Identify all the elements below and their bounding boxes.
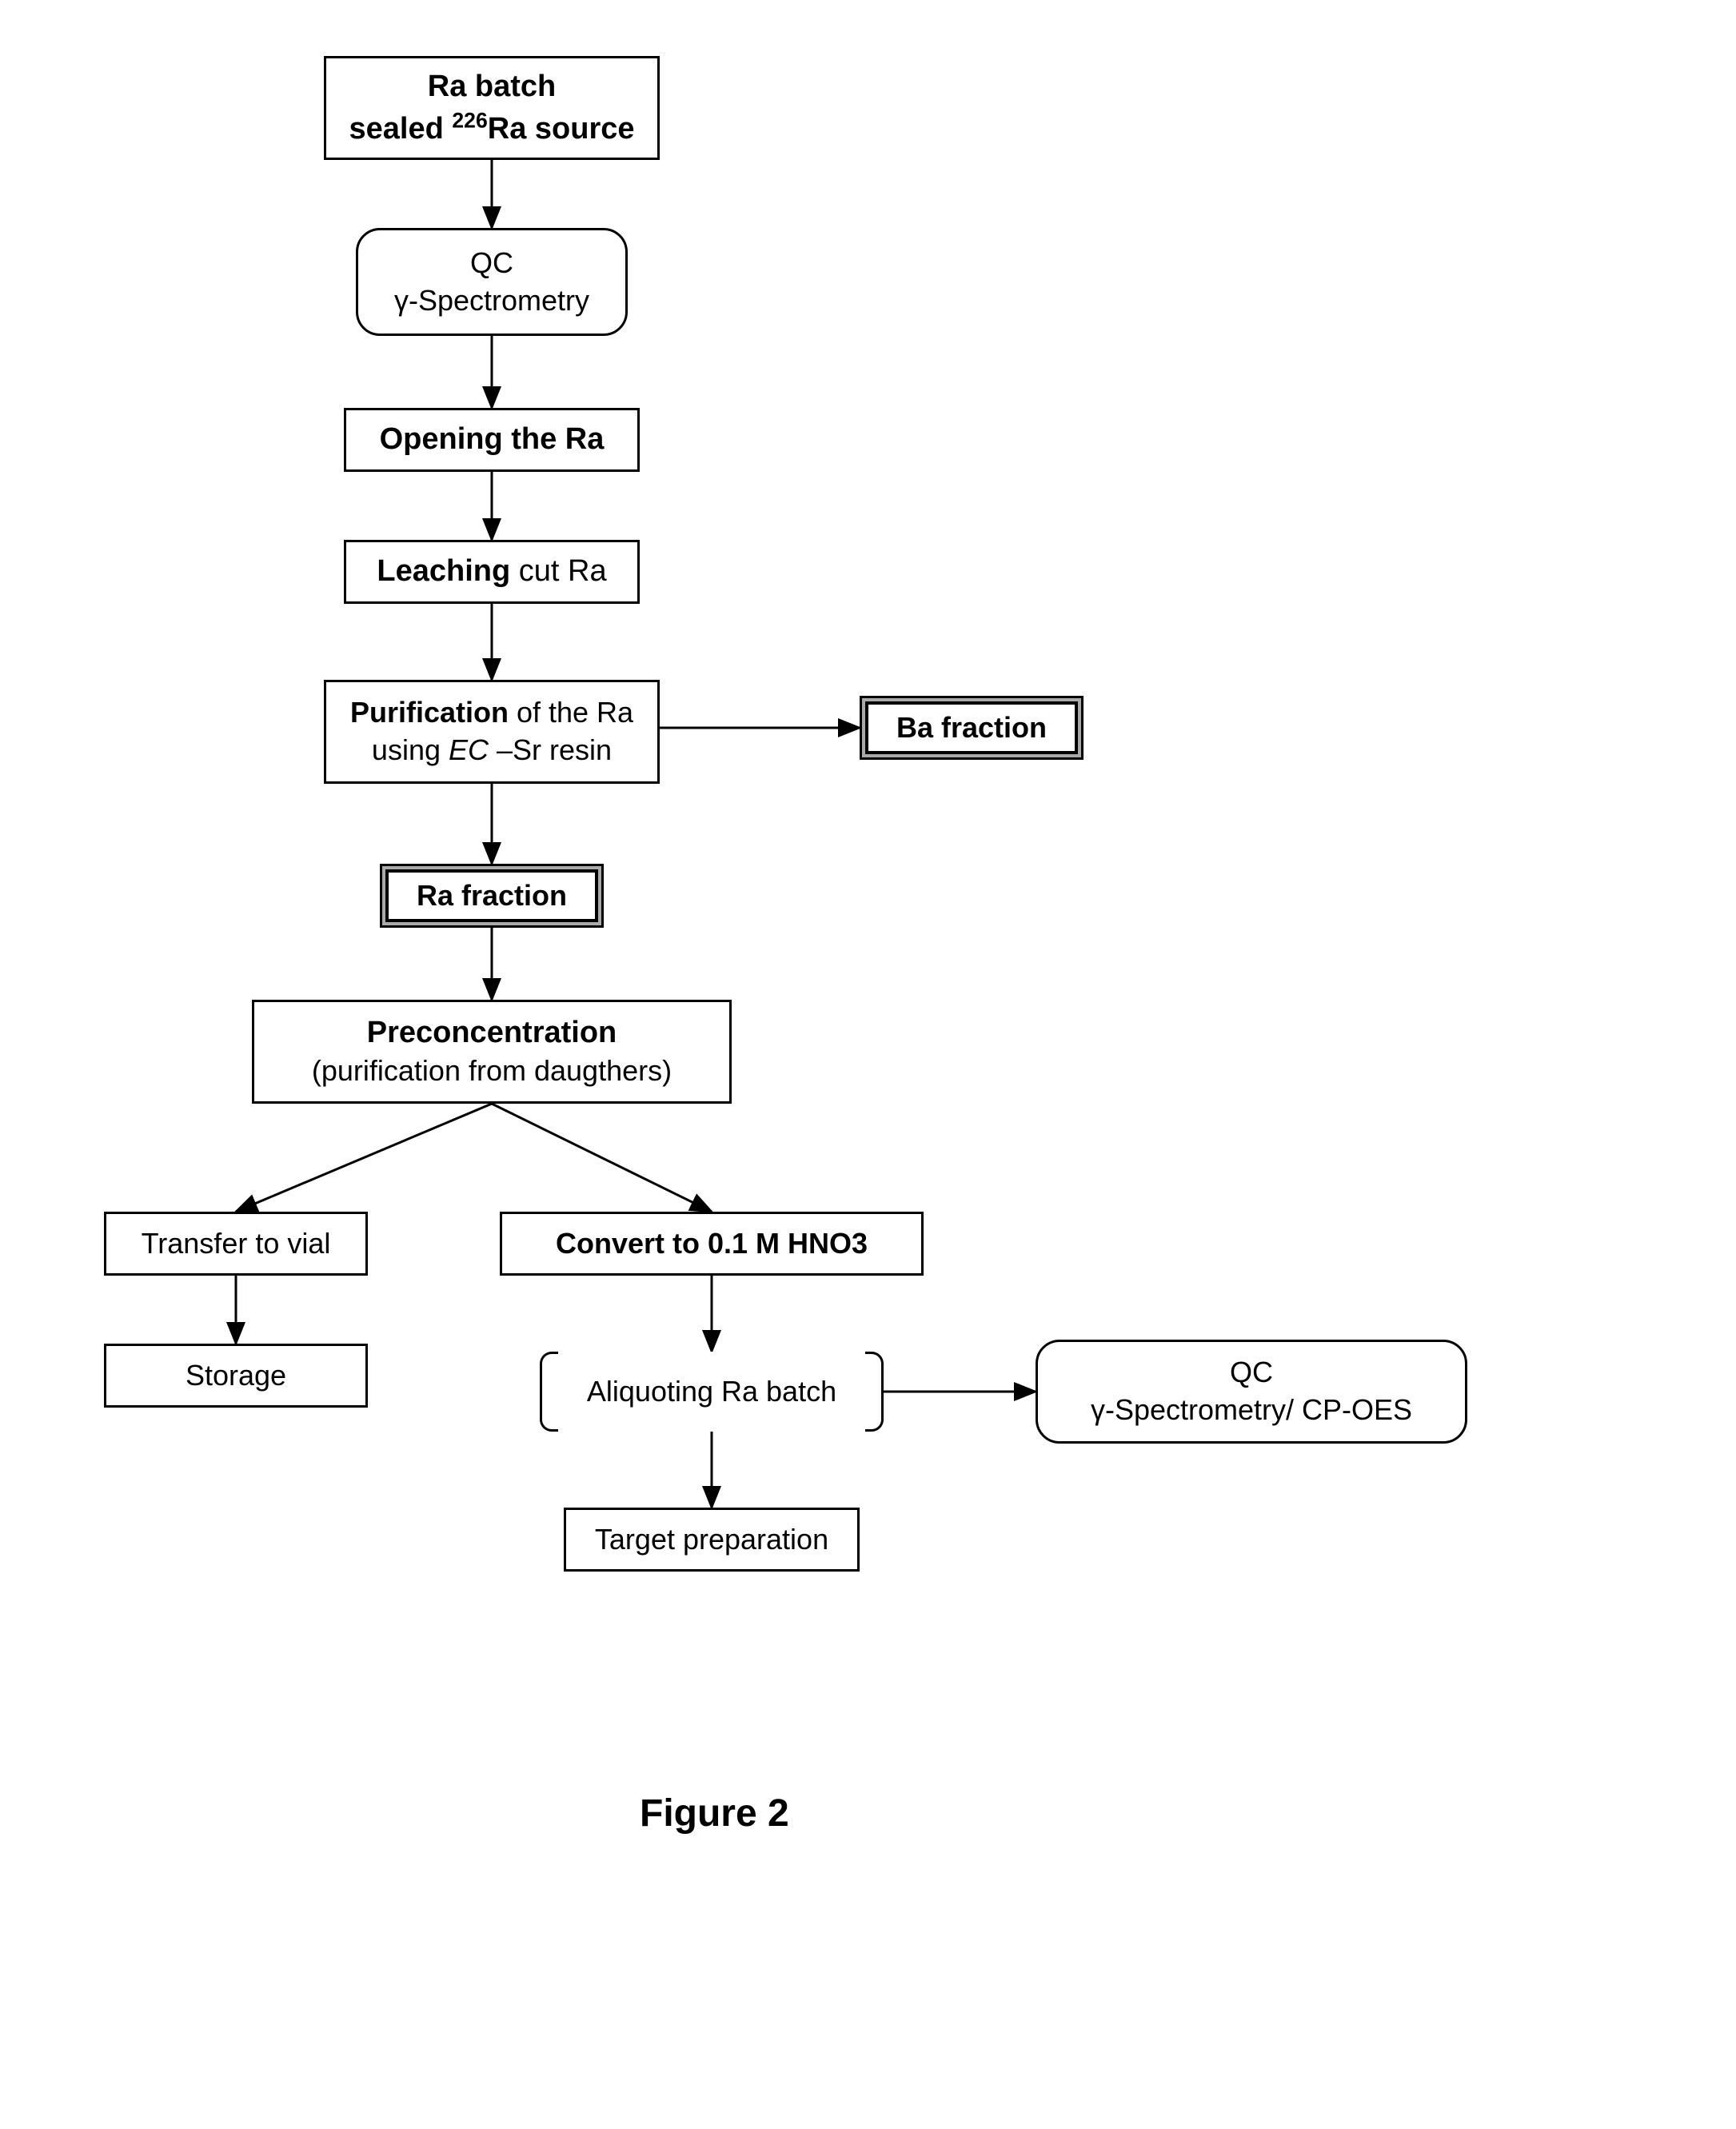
node-text: Target preparation xyxy=(595,1521,828,1559)
node-text: Ra fraction xyxy=(417,877,567,915)
flowchart-edge xyxy=(236,1104,492,1212)
flowchart-node-n2: QCγ-Spectrometry xyxy=(356,228,628,336)
node-text: QC xyxy=(1230,1354,1273,1392)
node-text: Transfer to vial xyxy=(142,1225,331,1263)
node-text: Ba fraction xyxy=(896,709,1047,747)
node-text: Convert to 0.1 M HNO3 xyxy=(556,1225,868,1263)
node-text: Aliquoting Ra batch xyxy=(587,1373,836,1411)
flowchart-node-n7: Ra fraction xyxy=(380,864,604,928)
flowchart-node-n4: Leaching cut Ra xyxy=(344,540,640,604)
flowchart-node-n13: QCγ-Spectrometry/ CP-OES xyxy=(1036,1340,1467,1444)
flowchart-node-n1: Ra batchsealed 226Ra source xyxy=(324,56,660,160)
node-text: Purification of the Ra xyxy=(350,694,633,732)
node-text: using EC –Sr resin xyxy=(372,732,612,769)
node-text: Leaching cut Ra xyxy=(377,552,606,591)
flowchart-node-n10: Storage xyxy=(104,1344,368,1408)
node-text: Storage xyxy=(186,1357,286,1395)
node-text: sealed 226Ra source xyxy=(349,106,635,149)
node-text: γ-Spectrometry/ CP-OES xyxy=(1091,1392,1412,1429)
flowchart-node-n6: Ba fraction xyxy=(860,696,1084,760)
node-text: Opening the Ra xyxy=(380,420,605,459)
node-text: (purification from daugthers) xyxy=(312,1053,672,1090)
flowchart-node-n11: Convert to 0.1 M HNO3 xyxy=(500,1212,924,1276)
flowchart-node-n8: Preconcentration(purification from daugt… xyxy=(252,1000,732,1104)
node-text: Ra batch xyxy=(428,67,556,106)
figure-label: Figure 2 xyxy=(640,1791,789,1835)
flowchart-node-n5: Purification of the Rausing EC –Sr resin xyxy=(324,680,660,784)
node-text: γ-Spectrometry xyxy=(394,282,589,320)
flowchart-node-n14: Target preparation xyxy=(564,1508,860,1572)
node-text: QC xyxy=(470,245,513,282)
node-text: Preconcentration xyxy=(367,1013,617,1053)
flowchart-node-n3: Opening the Ra xyxy=(344,408,640,472)
flowchart-node-n9: Transfer to vial xyxy=(104,1212,368,1276)
flowchart-node-n12: Aliquoting Ra batch xyxy=(540,1352,884,1432)
flowchart-edge xyxy=(492,1104,712,1212)
